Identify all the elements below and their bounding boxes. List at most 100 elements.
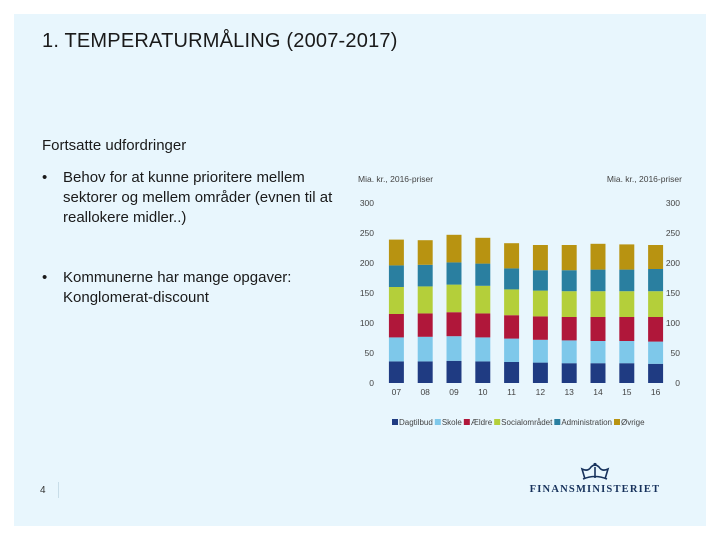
bar-segment xyxy=(388,265,404,287)
bar-segment xyxy=(388,239,404,266)
bar-segment xyxy=(619,341,635,364)
x-tick-label: 09 xyxy=(449,387,459,397)
legend-label: Administration xyxy=(561,418,612,427)
legend-swatch xyxy=(463,419,470,425)
bar-segment xyxy=(446,234,462,263)
bar-segment xyxy=(417,336,433,362)
bar-segment xyxy=(446,312,462,337)
y-tick-label-right: 100 xyxy=(666,318,680,328)
bar-segment xyxy=(590,291,606,317)
bar-segment xyxy=(475,237,491,264)
x-tick-label: 08 xyxy=(420,387,430,397)
bar-segment xyxy=(504,338,520,362)
bar-segment xyxy=(417,264,433,287)
bar-segment xyxy=(561,270,577,292)
y-tick-label-left: 50 xyxy=(365,348,375,358)
y-tick-label-right: 150 xyxy=(666,288,680,298)
bullet-item: Behov for at kunne prioritere mellem sek… xyxy=(42,168,342,228)
bar-segment xyxy=(561,340,577,364)
legend-label: Dagtilbud xyxy=(399,418,433,427)
bar-segment xyxy=(619,291,635,317)
y-tick-label-right: 50 xyxy=(671,348,681,358)
legend-swatch xyxy=(494,419,501,425)
bar-segment xyxy=(446,336,462,361)
bar-segment xyxy=(475,337,491,362)
bar-segment xyxy=(475,285,491,314)
bar-segment xyxy=(590,341,606,364)
bar-segment xyxy=(619,317,635,341)
y-tick-label-left: 0 xyxy=(369,378,374,388)
bar-segment xyxy=(648,269,664,292)
bar-segment xyxy=(561,245,577,271)
legend-swatch xyxy=(614,419,620,425)
bullet-list: Behov for at kunne prioritere mellem sek… xyxy=(42,168,342,308)
bar-segment xyxy=(590,269,606,292)
logo-text: FINANSMINISTERIET xyxy=(529,484,661,495)
bar-segment xyxy=(619,244,635,270)
bar-segment xyxy=(590,317,606,341)
bar-segment xyxy=(504,289,520,316)
page-divider xyxy=(58,482,59,498)
stacked-bar-chart: Mia. kr., 2016-priser Mia. kr., 2016-pris… xyxy=(358,174,682,427)
y-axis-label-right: Mia. kr., 2016-priser xyxy=(607,174,682,184)
bar-segment xyxy=(648,245,664,269)
bar-segment xyxy=(417,240,433,265)
bar-segment xyxy=(388,337,404,362)
bar-segment xyxy=(648,363,664,383)
bar-segment xyxy=(619,269,635,292)
bar-segment xyxy=(446,360,462,383)
bar-segment xyxy=(417,313,433,337)
x-tick-label: 16 xyxy=(651,387,661,397)
page-number: 4 xyxy=(40,485,46,496)
legend-label: Skole xyxy=(442,418,463,427)
y-tick-label-right: 250 xyxy=(666,228,680,238)
bar-segment xyxy=(504,315,520,339)
bar-segment xyxy=(532,362,548,383)
bar-segment xyxy=(475,313,491,338)
y-tick-label-left: 300 xyxy=(360,198,374,208)
legend-label: Socialområdet xyxy=(501,418,553,427)
bar-segment xyxy=(532,316,548,340)
bar-segment xyxy=(417,361,433,383)
legend-label: Øvrige xyxy=(621,418,645,427)
x-tick-label: 14 xyxy=(593,387,603,397)
y-tick-label-left: 200 xyxy=(360,258,374,268)
bar-segment xyxy=(648,291,664,317)
bar-segment xyxy=(561,317,577,341)
bar-segment xyxy=(446,262,462,285)
bar-segment xyxy=(532,245,548,271)
bar-segment xyxy=(590,363,606,383)
bar-segment xyxy=(388,314,404,338)
legend-swatch xyxy=(392,419,398,425)
x-tick-label: 07 xyxy=(392,387,402,397)
bar-segment xyxy=(475,361,491,383)
bar-segment xyxy=(532,290,548,317)
bar-segment xyxy=(417,286,433,314)
bar-segment xyxy=(388,287,404,314)
crown-icon xyxy=(580,462,610,480)
bar-segment xyxy=(590,243,606,270)
y-tick-label-left: 250 xyxy=(360,228,374,238)
slide-subheading: Fortsatte udfordringer xyxy=(42,137,187,154)
bar-segment xyxy=(619,363,635,383)
bar-segment xyxy=(648,341,664,364)
x-tick-label: 11 xyxy=(507,387,516,397)
legend-swatch xyxy=(434,419,441,425)
y-tick-label-right: 0 xyxy=(675,378,680,388)
x-tick-label: 12 xyxy=(536,387,546,397)
legend-swatch xyxy=(554,419,561,425)
bar-segment xyxy=(561,363,577,383)
y-tick-label-left: 150 xyxy=(360,288,374,298)
bar-segment xyxy=(504,243,520,269)
y-tick-label-right: 300 xyxy=(666,198,680,208)
bar-segment xyxy=(475,263,491,286)
x-tick-label: 10 xyxy=(478,387,488,397)
bar-segment xyxy=(532,339,548,363)
x-tick-label: 15 xyxy=(622,387,632,397)
finansministeriet-logo: FINANSMINISTERIET xyxy=(525,462,665,502)
bar-segment xyxy=(532,270,548,291)
x-tick-label: 13 xyxy=(564,387,574,397)
bar-segment xyxy=(504,268,520,290)
bullet-item: Kommunerne har mange opgaver: Konglomera… xyxy=(42,268,342,308)
y-tick-label-right: 200 xyxy=(666,258,680,268)
